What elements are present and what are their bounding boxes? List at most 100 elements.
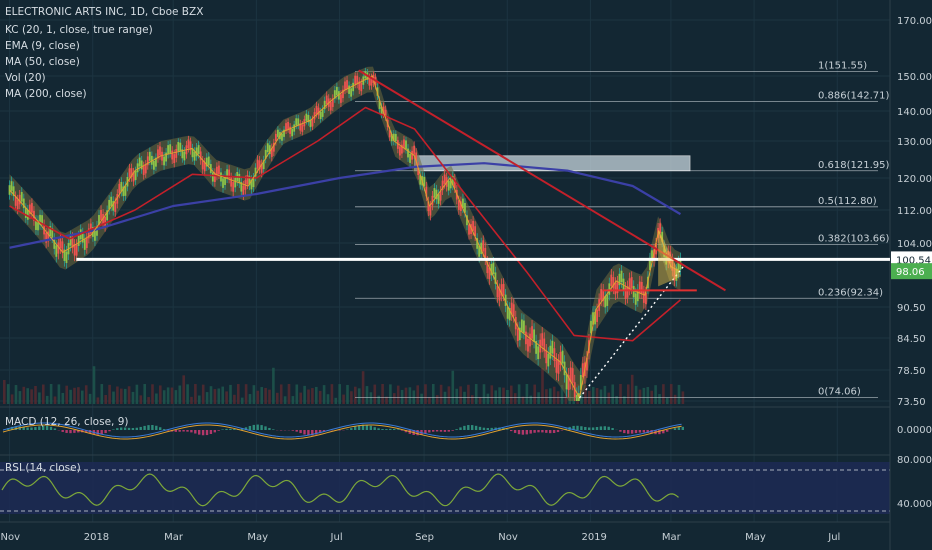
volume-bar (61, 392, 65, 404)
candle-body (146, 156, 149, 166)
volume-bar (127, 386, 131, 404)
candle-body (256, 159, 259, 169)
candle-body (53, 238, 56, 249)
candle-body (642, 291, 645, 303)
volume-bar (599, 389, 603, 404)
volume-bar (22, 386, 26, 404)
candle-body (35, 220, 37, 230)
macd-hist (623, 430, 626, 434)
indicator-ema[interactable]: EMA (9, close) (5, 40, 80, 52)
macd-hist (385, 429, 388, 430)
volume-bar (396, 385, 400, 404)
candle-body (295, 118, 298, 126)
macd-hist (537, 430, 540, 433)
candle-body (425, 186, 428, 197)
volume-bar (467, 384, 470, 404)
macd-hist (217, 430, 220, 431)
candle-body (537, 346, 540, 360)
rsi-tick-0: 80.0000 (897, 455, 932, 466)
volume-bar (658, 394, 661, 404)
macd-label[interactable]: MACD (12, 26, close, 9) (5, 416, 129, 428)
volume-bar (486, 393, 490, 404)
volume-bar (96, 397, 100, 404)
candle-body (390, 134, 393, 142)
indicator-ma200[interactable]: MA (200, close) (5, 88, 87, 100)
rsi-label[interactable]: RSI (14, close) (5, 462, 81, 474)
macd-hist (233, 429, 236, 430)
volume-bar (240, 397, 244, 404)
candle-body (264, 149, 267, 159)
volume-bar (190, 396, 193, 404)
volume-bar (69, 389, 72, 404)
candle-body (254, 167, 257, 177)
symbol-title: ELECTRONIC ARTS INC, 1D, Cboe BZX (5, 6, 204, 18)
macd-hist (14, 426, 18, 430)
volume-bar (225, 391, 228, 404)
volume-bar (455, 388, 458, 404)
candle-body (20, 191, 23, 202)
x-tick-0: Nov (1, 532, 21, 543)
volume-bar (49, 384, 53, 404)
volume-bar (279, 384, 283, 404)
candle-body (96, 225, 98, 236)
candle-body (333, 90, 336, 99)
volume-bar (603, 385, 607, 404)
macd-hist (69, 430, 72, 434)
macd-hist (400, 430, 404, 431)
candle-body (187, 139, 190, 149)
candle-body (594, 311, 596, 325)
candle-body (132, 172, 135, 182)
candle-body (226, 169, 228, 179)
volume-bar (607, 392, 611, 404)
candle-body (120, 181, 123, 192)
macd-hist (244, 427, 248, 430)
candle-body (248, 175, 251, 186)
macd-hist (42, 425, 45, 430)
macd-hist (673, 428, 677, 430)
price-tick-6: 104.00 (897, 239, 932, 250)
candle-body (441, 180, 444, 191)
volume-bar (373, 384, 377, 404)
candle-body (476, 238, 479, 249)
macd-hist (357, 425, 361, 430)
macd-hist (307, 430, 310, 436)
candle-body (309, 119, 312, 128)
indicator-ma50[interactable]: MA (50, close) (5, 56, 80, 68)
candle-body (266, 143, 269, 153)
candle-body (516, 328, 519, 342)
volume-bar (580, 394, 583, 404)
indicator-kc[interactable]: KC (20, 1, close, true range) (5, 24, 153, 36)
macd-hist (576, 425, 579, 430)
x-tick-7: 2019 (581, 532, 606, 543)
candle-body (415, 152, 418, 162)
candle-body (77, 235, 80, 246)
candle-body (427, 201, 430, 212)
candle-body (433, 188, 436, 198)
macd-hist (642, 430, 645, 433)
volume-bar (295, 384, 299, 404)
candle-body (344, 81, 346, 90)
macd-hist (182, 430, 185, 432)
candle-body (191, 148, 194, 158)
macd-hist (471, 425, 474, 430)
candle-body (305, 113, 308, 121)
macd-hist (517, 430, 521, 435)
candle-body (98, 215, 100, 225)
candle-body (527, 338, 529, 352)
candle-body (232, 182, 235, 192)
volume-bar (287, 384, 291, 404)
price-tick-9: 78.50 (897, 366, 926, 377)
candle-body (453, 178, 456, 189)
volume-bar (510, 385, 513, 404)
macd-hist (73, 430, 76, 433)
volume-bar (318, 390, 322, 404)
candle-body (112, 201, 115, 211)
candle-body (100, 210, 102, 220)
candle-body (319, 111, 322, 120)
candle-body (405, 140, 407, 150)
indicator-vol[interactable]: Vol (20) (5, 72, 46, 84)
price-tick-10: 73.50 (897, 397, 926, 408)
candle-body (252, 177, 255, 188)
volume-bar (201, 384, 205, 404)
macd-hist (38, 426, 41, 430)
